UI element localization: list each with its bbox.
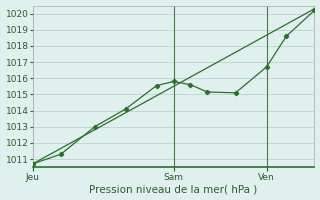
X-axis label: Pression niveau de la mer( hPa ): Pression niveau de la mer( hPa ) xyxy=(90,184,258,194)
